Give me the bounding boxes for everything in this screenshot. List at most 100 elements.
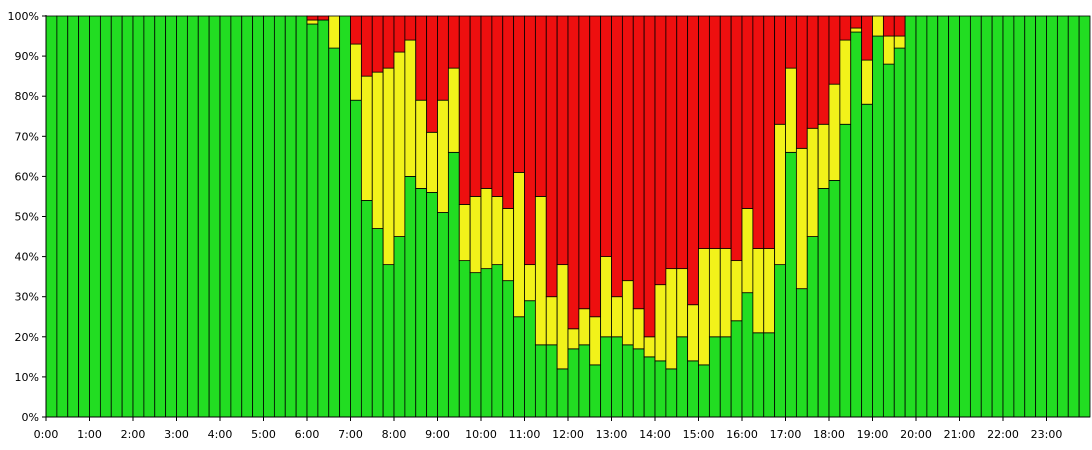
- bar-segment-green: [632, 348, 645, 418]
- bar-segment-red: [513, 15, 525, 173]
- bar-segment-yellow: [371, 71, 384, 229]
- bar-segment-green: [197, 15, 210, 418]
- x-tick-label: 5:00: [251, 428, 276, 441]
- bar-segment-yellow: [458, 204, 471, 262]
- bar-segment-yellow: [654, 284, 667, 362]
- x-tick-label: 10:00: [465, 428, 497, 441]
- bar-segment-green: [273, 15, 286, 418]
- bar-segment-red: [447, 15, 460, 69]
- bar-segment-green: [948, 15, 960, 418]
- bar-segment-green: [350, 99, 362, 418]
- bar-segment-green: [447, 151, 460, 418]
- bar-segment-yellow: [545, 296, 558, 346]
- bar-segment-yellow: [828, 83, 841, 181]
- bar-segment-yellow: [817, 123, 830, 189]
- bar-segment-yellow: [534, 196, 547, 346]
- bar-segment-green: [284, 15, 297, 418]
- bar-segment-green: [654, 360, 667, 418]
- bar-segment-yellow: [382, 67, 395, 266]
- bar-segment-yellow: [621, 280, 634, 346]
- y-tick-label: 70%: [15, 130, 39, 143]
- bar-segment-green: [828, 180, 841, 418]
- bar-segment-green: [687, 360, 699, 418]
- bar-segment-green: [263, 15, 275, 418]
- bar-segment-yellow: [785, 67, 797, 153]
- bar-segment-red: [850, 15, 863, 29]
- y-tick-label: 0%: [22, 411, 39, 424]
- x-tick-label: 21:00: [944, 428, 976, 441]
- bar-segment-red: [317, 15, 330, 21]
- x-tick-label: 9:00: [425, 428, 450, 441]
- bar-segment-green: [806, 236, 819, 418]
- y-tick-label: 20%: [15, 331, 39, 344]
- y-tick-label: 40%: [15, 251, 39, 264]
- x-tick-label: 4:00: [208, 428, 233, 441]
- bar-segment-red: [785, 15, 797, 69]
- bar-segment-green: [121, 15, 134, 418]
- bar-segment-red: [502, 15, 515, 209]
- bar-segment-yellow: [600, 256, 612, 338]
- bar-segment-yellow: [708, 248, 721, 338]
- bar-segment-red: [437, 15, 449, 101]
- bar-segment-green: [99, 15, 112, 418]
- bar-segment-red: [839, 15, 852, 41]
- bar-segment-yellow: [524, 264, 536, 302]
- bar-segment-yellow: [513, 171, 525, 318]
- bar-segment-green: [534, 344, 547, 418]
- bar-segment-red: [545, 15, 558, 298]
- bar-segment-green: [980, 15, 993, 418]
- bar-segment-green: [774, 264, 786, 418]
- bar-segment-yellow: [437, 99, 449, 213]
- bar-segment-red: [567, 15, 580, 330]
- bar-segment-green: [1024, 15, 1037, 418]
- x-tick-label: 17:00: [770, 428, 802, 441]
- bar-segment-yellow: [415, 99, 428, 189]
- bar-segment-green: [165, 15, 177, 418]
- x-tick-label: 3:00: [164, 428, 189, 441]
- bar-segment-green: [371, 228, 384, 418]
- bar-segment-red: [415, 15, 428, 101]
- bar-segment-red: [806, 15, 819, 129]
- bar-segment-red: [730, 15, 743, 262]
- bar-segment-yellow: [882, 35, 895, 65]
- bar-segment-green: [154, 15, 167, 418]
- bar-segment-red: [654, 15, 667, 286]
- bar-segment-green: [926, 15, 939, 418]
- bar-segment-yellow: [611, 296, 623, 338]
- x-axis-ticks: 0:00 1:00 2:00 3:00 4:00 5:00 6:00 7:00 8:00 9:00…: [34, 417, 1063, 441]
- bar-segment-yellow: [632, 308, 645, 350]
- bar-segment-green: [1046, 15, 1058, 418]
- bar-segment-yellow: [676, 268, 689, 338]
- bar-segment-green: [698, 364, 710, 418]
- x-tick-label: 8:00: [382, 428, 407, 441]
- bar-segment-green: [176, 15, 188, 418]
- bar-segment-green: [861, 103, 873, 418]
- x-tick-label: 23:00: [1031, 428, 1063, 441]
- bar-segment-red: [719, 15, 732, 249]
- y-tick-label: 90%: [15, 50, 39, 63]
- bar-segment-yellow: [741, 208, 754, 294]
- bar-segment-yellow: [556, 264, 569, 370]
- bar-segment-green: [1013, 15, 1026, 418]
- x-tick-label: 15:00: [683, 428, 715, 441]
- bar-segment-green: [676, 336, 689, 418]
- bar-segment-yellow: [567, 328, 580, 350]
- bar-segment-green: [1002, 15, 1015, 418]
- bar-segment-yellow: [850, 27, 863, 33]
- bar-segment-green: [621, 344, 634, 418]
- bar-segment-green: [491, 264, 504, 418]
- bar-segment-red: [534, 15, 547, 197]
- x-tick-label: 18:00: [813, 428, 845, 441]
- bar-segment-yellow: [730, 260, 743, 322]
- bar-segment-green: [643, 356, 656, 418]
- bar-segment-green: [143, 15, 156, 418]
- bar-segment-red: [589, 15, 602, 318]
- bar-segment-green: [78, 15, 90, 418]
- x-tick-label: 11:00: [509, 428, 541, 441]
- bar-segment-red: [578, 15, 591, 310]
- bar-segment-yellow: [350, 43, 362, 101]
- y-tick-label: 10%: [15, 371, 39, 384]
- bar-segment-yellow: [578, 308, 591, 346]
- bar-segment-yellow: [861, 59, 873, 105]
